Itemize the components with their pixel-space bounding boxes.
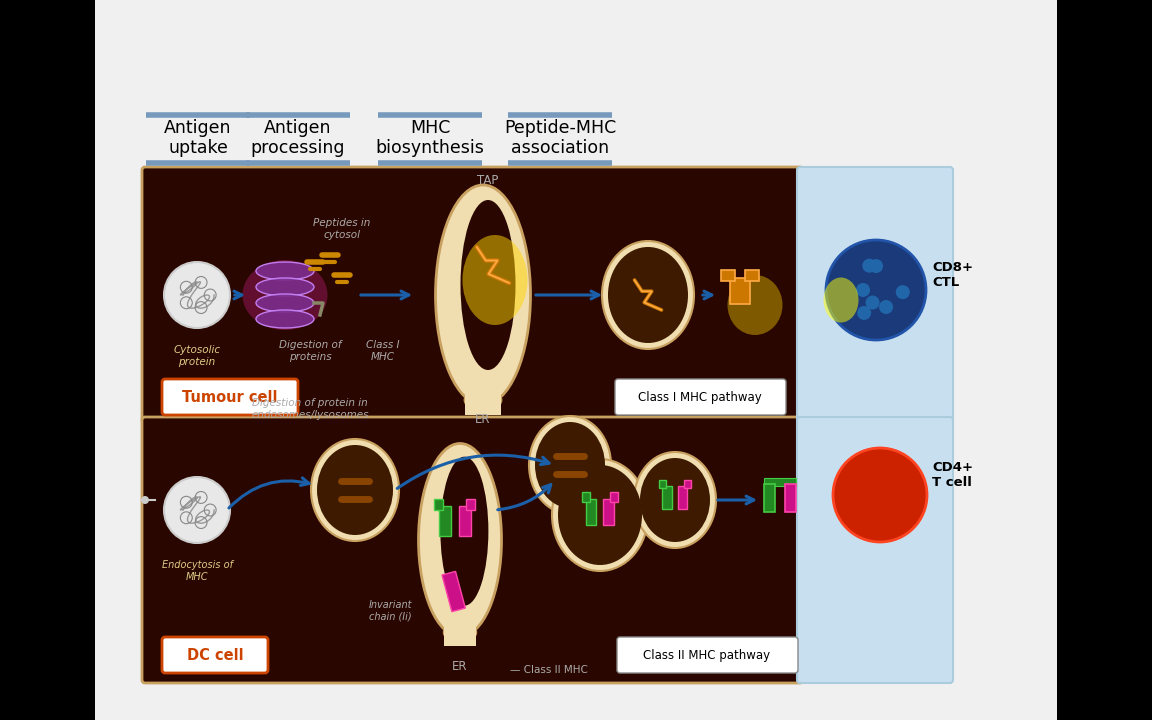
Text: Class II MHC pathway: Class II MHC pathway <box>644 649 771 662</box>
Bar <box>764 477 796 485</box>
Bar <box>721 269 735 282</box>
Circle shape <box>879 300 893 314</box>
Bar <box>677 485 688 509</box>
Ellipse shape <box>256 278 314 296</box>
Bar <box>604 499 614 525</box>
Circle shape <box>869 259 884 273</box>
Text: Cytosolic
protein: Cytosolic protein <box>174 345 220 366</box>
Bar <box>785 484 796 512</box>
Ellipse shape <box>552 459 647 571</box>
FancyBboxPatch shape <box>797 167 953 423</box>
Ellipse shape <box>435 185 531 405</box>
Ellipse shape <box>243 260 327 330</box>
Bar <box>609 492 617 502</box>
Bar <box>745 269 759 282</box>
Bar <box>434 499 444 510</box>
Bar <box>94 0 1058 720</box>
Circle shape <box>896 285 910 299</box>
FancyBboxPatch shape <box>142 417 803 683</box>
Circle shape <box>857 306 871 320</box>
Bar <box>458 506 471 536</box>
Text: DC cell: DC cell <box>187 647 243 662</box>
Bar <box>683 480 691 488</box>
Circle shape <box>141 496 149 504</box>
Ellipse shape <box>824 277 858 323</box>
Circle shape <box>856 283 870 297</box>
Bar <box>662 485 672 509</box>
Ellipse shape <box>602 241 694 349</box>
FancyBboxPatch shape <box>797 417 953 683</box>
Text: Tumour cell: Tumour cell <box>182 390 278 405</box>
Text: CD8+
CTL: CD8+ CTL <box>932 261 973 289</box>
Ellipse shape <box>608 247 688 343</box>
Text: MHC
biosynthesis: MHC biosynthesis <box>376 119 485 158</box>
Ellipse shape <box>256 310 314 328</box>
Bar <box>467 499 476 510</box>
Ellipse shape <box>461 200 515 370</box>
Bar <box>730 278 750 304</box>
Ellipse shape <box>641 458 710 542</box>
Bar <box>439 506 450 536</box>
Ellipse shape <box>634 452 717 548</box>
FancyBboxPatch shape <box>617 637 798 673</box>
Circle shape <box>164 262 230 328</box>
Bar <box>465 385 501 415</box>
Ellipse shape <box>728 275 782 335</box>
FancyBboxPatch shape <box>142 167 803 423</box>
Circle shape <box>826 240 926 340</box>
Text: TAP: TAP <box>477 174 499 186</box>
Ellipse shape <box>418 444 501 636</box>
Text: Digestion of protein in
endosomes/lysosomes: Digestion of protein in endosomes/lysoso… <box>251 398 369 420</box>
FancyBboxPatch shape <box>162 637 268 673</box>
Text: Endocytosis of
MHC: Endocytosis of MHC <box>161 560 233 582</box>
Text: Peptides in
cytosol: Peptides in cytosol <box>313 218 371 240</box>
Text: — Class II MHC: — Class II MHC <box>510 665 588 675</box>
Bar <box>585 499 596 525</box>
Ellipse shape <box>317 445 393 535</box>
Circle shape <box>833 448 927 542</box>
Text: Class I
MHC: Class I MHC <box>366 340 400 361</box>
Bar <box>0 0 94 720</box>
Text: ER: ER <box>476 413 491 426</box>
Bar <box>659 480 666 488</box>
Text: CD4+
T cell: CD4+ T cell <box>932 461 973 489</box>
Text: Peptide-MHC
association: Peptide-MHC association <box>503 119 616 158</box>
FancyBboxPatch shape <box>162 379 298 415</box>
Text: Invariant
chain (Ii): Invariant chain (Ii) <box>369 600 411 621</box>
Text: Antigen
uptake: Antigen uptake <box>165 119 232 158</box>
Bar <box>442 572 465 612</box>
Circle shape <box>865 295 879 310</box>
Text: Antigen
processing: Antigen processing <box>251 119 346 158</box>
Circle shape <box>164 477 230 543</box>
Circle shape <box>863 258 877 273</box>
Bar <box>445 619 476 646</box>
Ellipse shape <box>445 624 476 642</box>
Ellipse shape <box>256 262 314 280</box>
Ellipse shape <box>256 294 314 312</box>
Ellipse shape <box>462 235 528 325</box>
Ellipse shape <box>558 465 642 565</box>
Ellipse shape <box>529 416 611 514</box>
Ellipse shape <box>440 456 488 606</box>
Bar <box>582 492 590 502</box>
FancyBboxPatch shape <box>615 379 786 415</box>
Ellipse shape <box>311 439 399 541</box>
Text: ER: ER <box>453 660 468 673</box>
Bar <box>764 484 775 512</box>
Text: Digestion of
proteins: Digestion of proteins <box>279 340 341 361</box>
Ellipse shape <box>535 422 605 508</box>
Text: Class I MHC pathway: Class I MHC pathway <box>638 390 761 403</box>
Bar <box>1058 0 1152 720</box>
Ellipse shape <box>465 390 501 410</box>
